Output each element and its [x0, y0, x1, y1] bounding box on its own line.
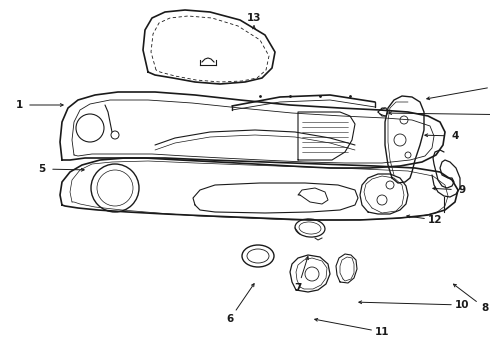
- Text: 7: 7: [294, 283, 302, 293]
- Text: 12: 12: [428, 215, 442, 225]
- Text: 6: 6: [226, 314, 234, 324]
- Text: 9: 9: [459, 185, 466, 195]
- Text: 10: 10: [455, 300, 469, 310]
- Text: 5: 5: [38, 164, 46, 174]
- Text: 13: 13: [247, 13, 261, 23]
- Text: 4: 4: [451, 131, 459, 141]
- Text: 1: 1: [15, 100, 23, 110]
- Text: 8: 8: [481, 303, 489, 313]
- Text: 11: 11: [375, 327, 389, 337]
